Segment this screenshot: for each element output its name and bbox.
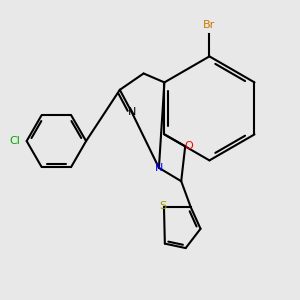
Text: Cl: Cl	[10, 136, 21, 146]
Text: N: N	[128, 107, 136, 117]
Text: O: O	[184, 141, 193, 151]
Text: N: N	[155, 163, 163, 173]
Text: S: S	[159, 201, 166, 211]
Text: Br: Br	[203, 20, 216, 30]
